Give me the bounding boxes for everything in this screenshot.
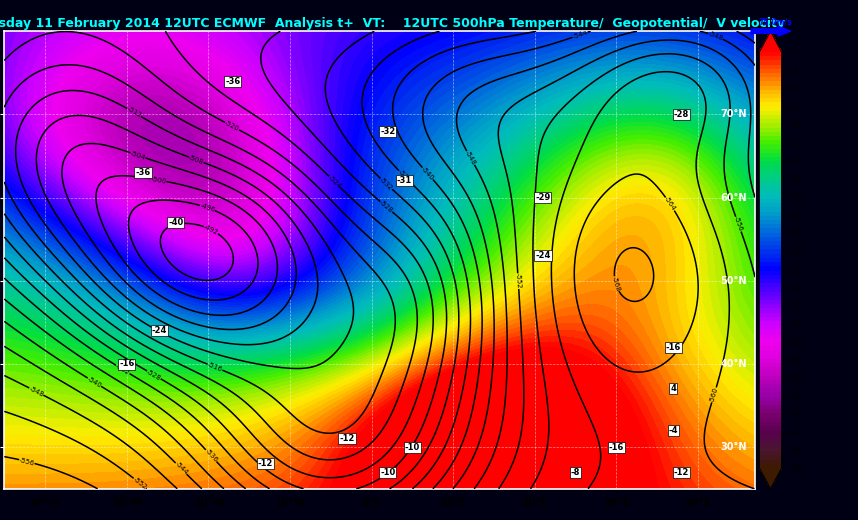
Text: 30°N: 30°N: [721, 442, 746, 452]
Text: -556: -556: [733, 216, 744, 232]
Text: -552: -552: [515, 273, 522, 289]
Text: -508: -508: [188, 154, 205, 165]
Text: -16: -16: [666, 343, 681, 352]
Text: -28: -28: [674, 110, 689, 119]
Text: -492: -492: [202, 224, 220, 236]
Text: -548: -548: [28, 385, 45, 398]
Text: -516: -516: [207, 361, 224, 373]
Text: -24: -24: [535, 251, 551, 261]
Text: -548: -548: [464, 150, 477, 166]
Text: -560: -560: [709, 386, 719, 404]
Text: 75.0m/s: 75.0m/s: [758, 18, 793, 27]
Text: -10: -10: [405, 443, 420, 452]
Text: -12: -12: [257, 459, 273, 469]
Text: -10: -10: [380, 467, 396, 477]
Text: -31: -31: [396, 176, 412, 186]
Text: 70°N: 70°N: [721, 109, 746, 120]
Text: -532: -532: [115, 363, 131, 376]
Text: -29: -29: [535, 193, 551, 202]
Text: -544: -544: [571, 30, 589, 40]
Text: -544: -544: [173, 461, 189, 476]
Text: -552: -552: [132, 476, 148, 490]
Text: -32: -32: [380, 126, 396, 136]
Text: -12: -12: [339, 434, 354, 444]
Text: -496: -496: [199, 202, 216, 213]
Text: 4: 4: [670, 384, 676, 394]
Text: -504: -504: [130, 150, 147, 161]
Text: -548: -548: [707, 30, 724, 42]
Text: -568: -568: [611, 276, 621, 292]
Text: -16: -16: [608, 443, 624, 452]
Text: -500: -500: [150, 176, 167, 185]
Text: -40: -40: [168, 218, 184, 227]
Text: -520: -520: [224, 120, 240, 133]
Text: -12: -12: [674, 467, 689, 477]
Text: -564: -564: [663, 196, 677, 212]
Text: -36: -36: [225, 76, 240, 86]
Text: -532: -532: [378, 176, 394, 191]
Text: -524: -524: [327, 174, 342, 189]
FancyArrow shape: [751, 26, 791, 36]
Text: -36: -36: [136, 168, 151, 177]
Text: 60°N: 60°N: [721, 192, 746, 203]
Text: -536: -536: [203, 448, 219, 464]
Text: 50°N: 50°N: [721, 276, 746, 286]
Text: -512: -512: [126, 106, 142, 119]
Title: Tuesday 11 February 2014 12UTC ECMWF  Analysis t+  VT:    12UTC 500hPa Temperatu: Tuesday 11 February 2014 12UTC ECMWF Ana…: [0, 17, 785, 30]
Text: -4: -4: [668, 426, 678, 435]
Text: -540: -540: [420, 166, 435, 181]
Text: -8: -8: [571, 467, 580, 477]
Text: -528: -528: [146, 368, 162, 381]
PathPatch shape: [759, 31, 782, 52]
Text: -16: -16: [119, 359, 135, 369]
PathPatch shape: [759, 468, 782, 489]
Text: -536: -536: [396, 168, 412, 184]
Text: -556: -556: [19, 457, 35, 466]
Text: -528: -528: [378, 199, 394, 214]
Text: -24: -24: [152, 326, 167, 335]
Text: -540: -540: [86, 375, 103, 389]
Text: 40°N: 40°N: [721, 359, 746, 369]
